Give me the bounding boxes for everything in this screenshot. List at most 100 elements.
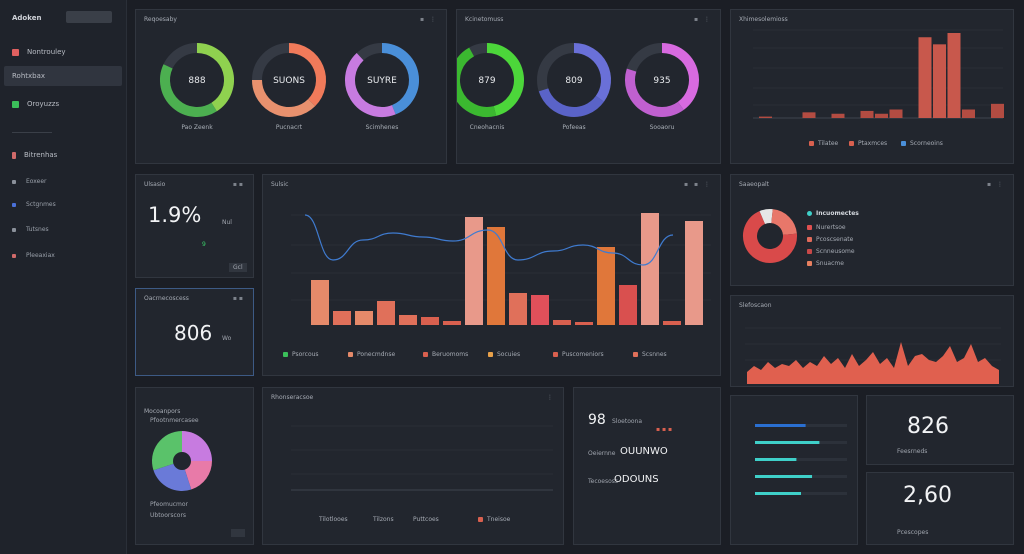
- nav-square-icon: [12, 100, 19, 108]
- mini-list-row-value: OUUNWO: [620, 446, 668, 457]
- kpi-card-2: Oacrnecoscess ▪▪ 806 Wo: [135, 288, 254, 376]
- legend-swatch: [553, 352, 558, 357]
- card-menu-icon[interactable]: ▪ ⋮: [420, 16, 438, 23]
- legend-item: Scorneoins: [901, 140, 943, 147]
- legend-item: Ponecmdnse: [348, 351, 395, 358]
- top-bars-card: Xhimesolemioss Tilatee Ptaxmces Scorneoi…: [730, 9, 1014, 164]
- bar: [860, 110, 874, 118]
- ring-value: 809: [565, 76, 583, 86]
- legend-item: Snuacme: [807, 260, 844, 267]
- ring-value: SUONS: [273, 76, 305, 86]
- area-chart-svg: [745, 327, 1001, 384]
- legend-swatch: [807, 261, 812, 266]
- bar: [311, 280, 329, 325]
- bar: [933, 44, 946, 119]
- bar: [575, 322, 593, 325]
- pie-hole: [173, 452, 191, 470]
- card-title: Reqoesaby: [144, 16, 177, 23]
- bar: [465, 217, 483, 325]
- user-badge[interactable]: [66, 11, 112, 23]
- legend-swatch: [807, 211, 812, 216]
- ring-caption: Pofeeas: [562, 124, 586, 131]
- card-menu-icon[interactable]: ⋮: [547, 394, 555, 401]
- bar: [889, 109, 903, 118]
- hbar: [755, 458, 797, 461]
- sidebar-item-label: Oroyuzzs: [27, 100, 60, 108]
- legend-label: Scnneusome: [816, 248, 855, 255]
- legend-item: Nurertsoe: [807, 224, 846, 231]
- legend-label: Ubtoorscors: [150, 512, 187, 519]
- legend-label: Pcoscsenate: [816, 236, 854, 243]
- bar: [918, 37, 932, 118]
- main-chart-card: Sulsic ▪ ▪ ⋮ Psorcous Ponecmdnse Beruomo…: [262, 174, 721, 376]
- hbar: [755, 492, 801, 495]
- legend-swatch: [901, 141, 906, 146]
- legend-label: Beruomoms: [432, 351, 469, 358]
- mini-list-row-value: ODOUNS: [614, 474, 659, 485]
- ring-arc: [196, 43, 234, 112]
- legend-item: Pcoscsenate: [807, 236, 853, 243]
- sidebar-subitem-3[interactable]: Pleeaxiax: [12, 252, 55, 259]
- ring-value: 888: [188, 76, 206, 86]
- legend-item: Socuies: [488, 351, 520, 358]
- card-menu-icon[interactable]: ▪ ⋮: [694, 16, 712, 23]
- ring-value: 879: [478, 76, 496, 86]
- bar: [333, 311, 351, 325]
- divider: [12, 132, 52, 133]
- card-title: Kcinetomuss: [465, 16, 504, 23]
- donut-svg: [743, 209, 797, 263]
- card-menu-icon[interactable]: ▪ ▪ ⋮: [684, 181, 712, 188]
- legend-item: Scsnnes: [633, 351, 667, 358]
- bar: [663, 321, 681, 325]
- app-title: Adoken: [12, 14, 42, 22]
- card-menu-icon[interactable]: ▪▪: [232, 181, 245, 188]
- main-chart-svg: [291, 213, 711, 325]
- bullet-icon: [12, 227, 16, 232]
- sidebar-item-1[interactable]: Rohtxbax: [4, 66, 122, 86]
- ring-arc: [160, 64, 217, 117]
- kpi-card-1: Ulsasio ▪▪ 1.9% Nul 9 Gcl: [135, 174, 254, 278]
- ring-arc: [381, 43, 419, 115]
- bullet-icon: [12, 179, 16, 184]
- kpi-unit: Nul: [222, 219, 232, 226]
- legend-label: Socuies: [497, 351, 521, 358]
- card-title: Mocoanpors: [144, 408, 181, 415]
- bar: [509, 293, 527, 325]
- legend-label: Nurertsoe: [816, 224, 846, 231]
- subitem-label: Eoxeer: [26, 178, 47, 185]
- card-menu-icon[interactable]: ▪▪: [232, 295, 245, 302]
- area-fill: [747, 342, 999, 384]
- ring-arc: [457, 47, 497, 117]
- kpi-card-4: 2,60 Pcescopes: [866, 472, 1014, 545]
- kpi-tag[interactable]: Gcl: [229, 263, 247, 272]
- sidebar-item-2[interactable]: Oroyuzzs: [4, 94, 122, 114]
- sidebar-item-label: Rohtxbax: [12, 72, 46, 80]
- pie-tag[interactable]: [231, 529, 245, 537]
- legend-label: Psorcous: [292, 351, 319, 358]
- card-menu-icon[interactable]: ▪ ⋮: [987, 181, 1005, 188]
- legend-swatch: [478, 517, 483, 522]
- legend-swatch: [807, 225, 812, 230]
- rings-svg: [160, 43, 419, 117]
- legend-swatch: [809, 141, 814, 146]
- ring-arc: [573, 43, 611, 102]
- bar: [875, 113, 888, 118]
- hbar-track: [755, 458, 847, 461]
- ring-value: 935: [653, 76, 671, 86]
- ring-arc: [486, 43, 524, 116]
- rings-card-b: Kcinetomuss ▪ ⋮ 879 809 935 Cneohacnis P…: [456, 9, 721, 164]
- kpi-value: 1.9%: [148, 203, 202, 227]
- ring-caption: Sooaoru: [649, 124, 675, 131]
- legend-swatch: [633, 352, 638, 357]
- card-title: Slefoscaon: [739, 302, 772, 309]
- sidebar-item-0[interactable]: Nontrouley: [4, 42, 122, 62]
- legend-label: Scorneoins: [910, 140, 943, 147]
- kpi-unit: Wo: [222, 335, 232, 342]
- sidebar-section[interactable]: Bitrenhas: [4, 145, 122, 165]
- sidebar-subitem-1[interactable]: Sctgnmes: [12, 201, 56, 208]
- sidebar-subitem-0[interactable]: Eoxeer: [12, 178, 47, 185]
- subitem-label: Sctgnmes: [26, 201, 56, 208]
- top-bars-svg: [753, 29, 1004, 119]
- sidebar-subitem-2[interactable]: Tutsnes: [12, 226, 49, 233]
- kpi-delta: 9: [202, 241, 206, 248]
